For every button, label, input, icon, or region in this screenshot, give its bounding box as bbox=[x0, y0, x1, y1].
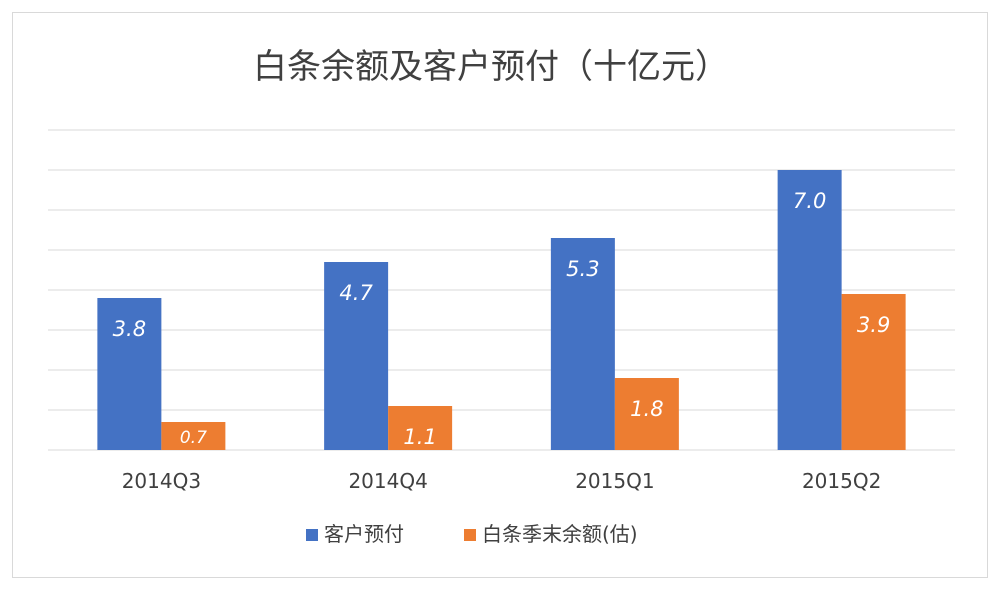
data-label: 4.7 bbox=[339, 281, 373, 305]
data-label: 7.0 bbox=[793, 189, 826, 213]
data-label: 0.7 bbox=[180, 428, 207, 448]
bar-baitiao-balance bbox=[841, 294, 906, 450]
legend-swatch bbox=[306, 529, 318, 541]
bar-customer-prepay bbox=[550, 238, 615, 450]
data-label: 1.8 bbox=[630, 397, 663, 421]
bar-baitiao-balance bbox=[161, 422, 226, 450]
data-label: 1.1 bbox=[403, 425, 436, 449]
data-label: 5.3 bbox=[566, 257, 599, 281]
legend-label: 客户预付 bbox=[324, 522, 404, 546]
chart-title: 白条余额及客户预付（十亿元） bbox=[253, 47, 729, 87]
bar-customer-prepay bbox=[324, 262, 389, 450]
bar-baitiao-balance bbox=[388, 406, 453, 450]
legend-swatch bbox=[464, 529, 476, 541]
legend-label: 白条季末余额(估) bbox=[482, 522, 638, 546]
data-label: 3.9 bbox=[857, 313, 890, 337]
bar-customer-prepay bbox=[97, 298, 162, 450]
data-labels: 3.8 0.7 4.7 1.1 5.3 1.8 7.0 3.9 bbox=[113, 189, 891, 449]
bars bbox=[97, 170, 906, 450]
x-tick-label: 2015Q1 bbox=[575, 469, 654, 493]
x-axis: 2014Q3 2014Q4 2015Q1 2015Q2 bbox=[122, 469, 882, 493]
x-tick-label: 2014Q3 bbox=[122, 469, 201, 493]
legend: 客户预付 白条季末余额(估) bbox=[306, 522, 638, 546]
x-tick-label: 2015Q2 bbox=[802, 469, 881, 493]
bar-baitiao-balance bbox=[614, 378, 679, 450]
data-label: 3.8 bbox=[113, 317, 146, 341]
bar-customer-prepay bbox=[777, 170, 842, 450]
x-tick-label: 2014Q4 bbox=[348, 469, 427, 493]
